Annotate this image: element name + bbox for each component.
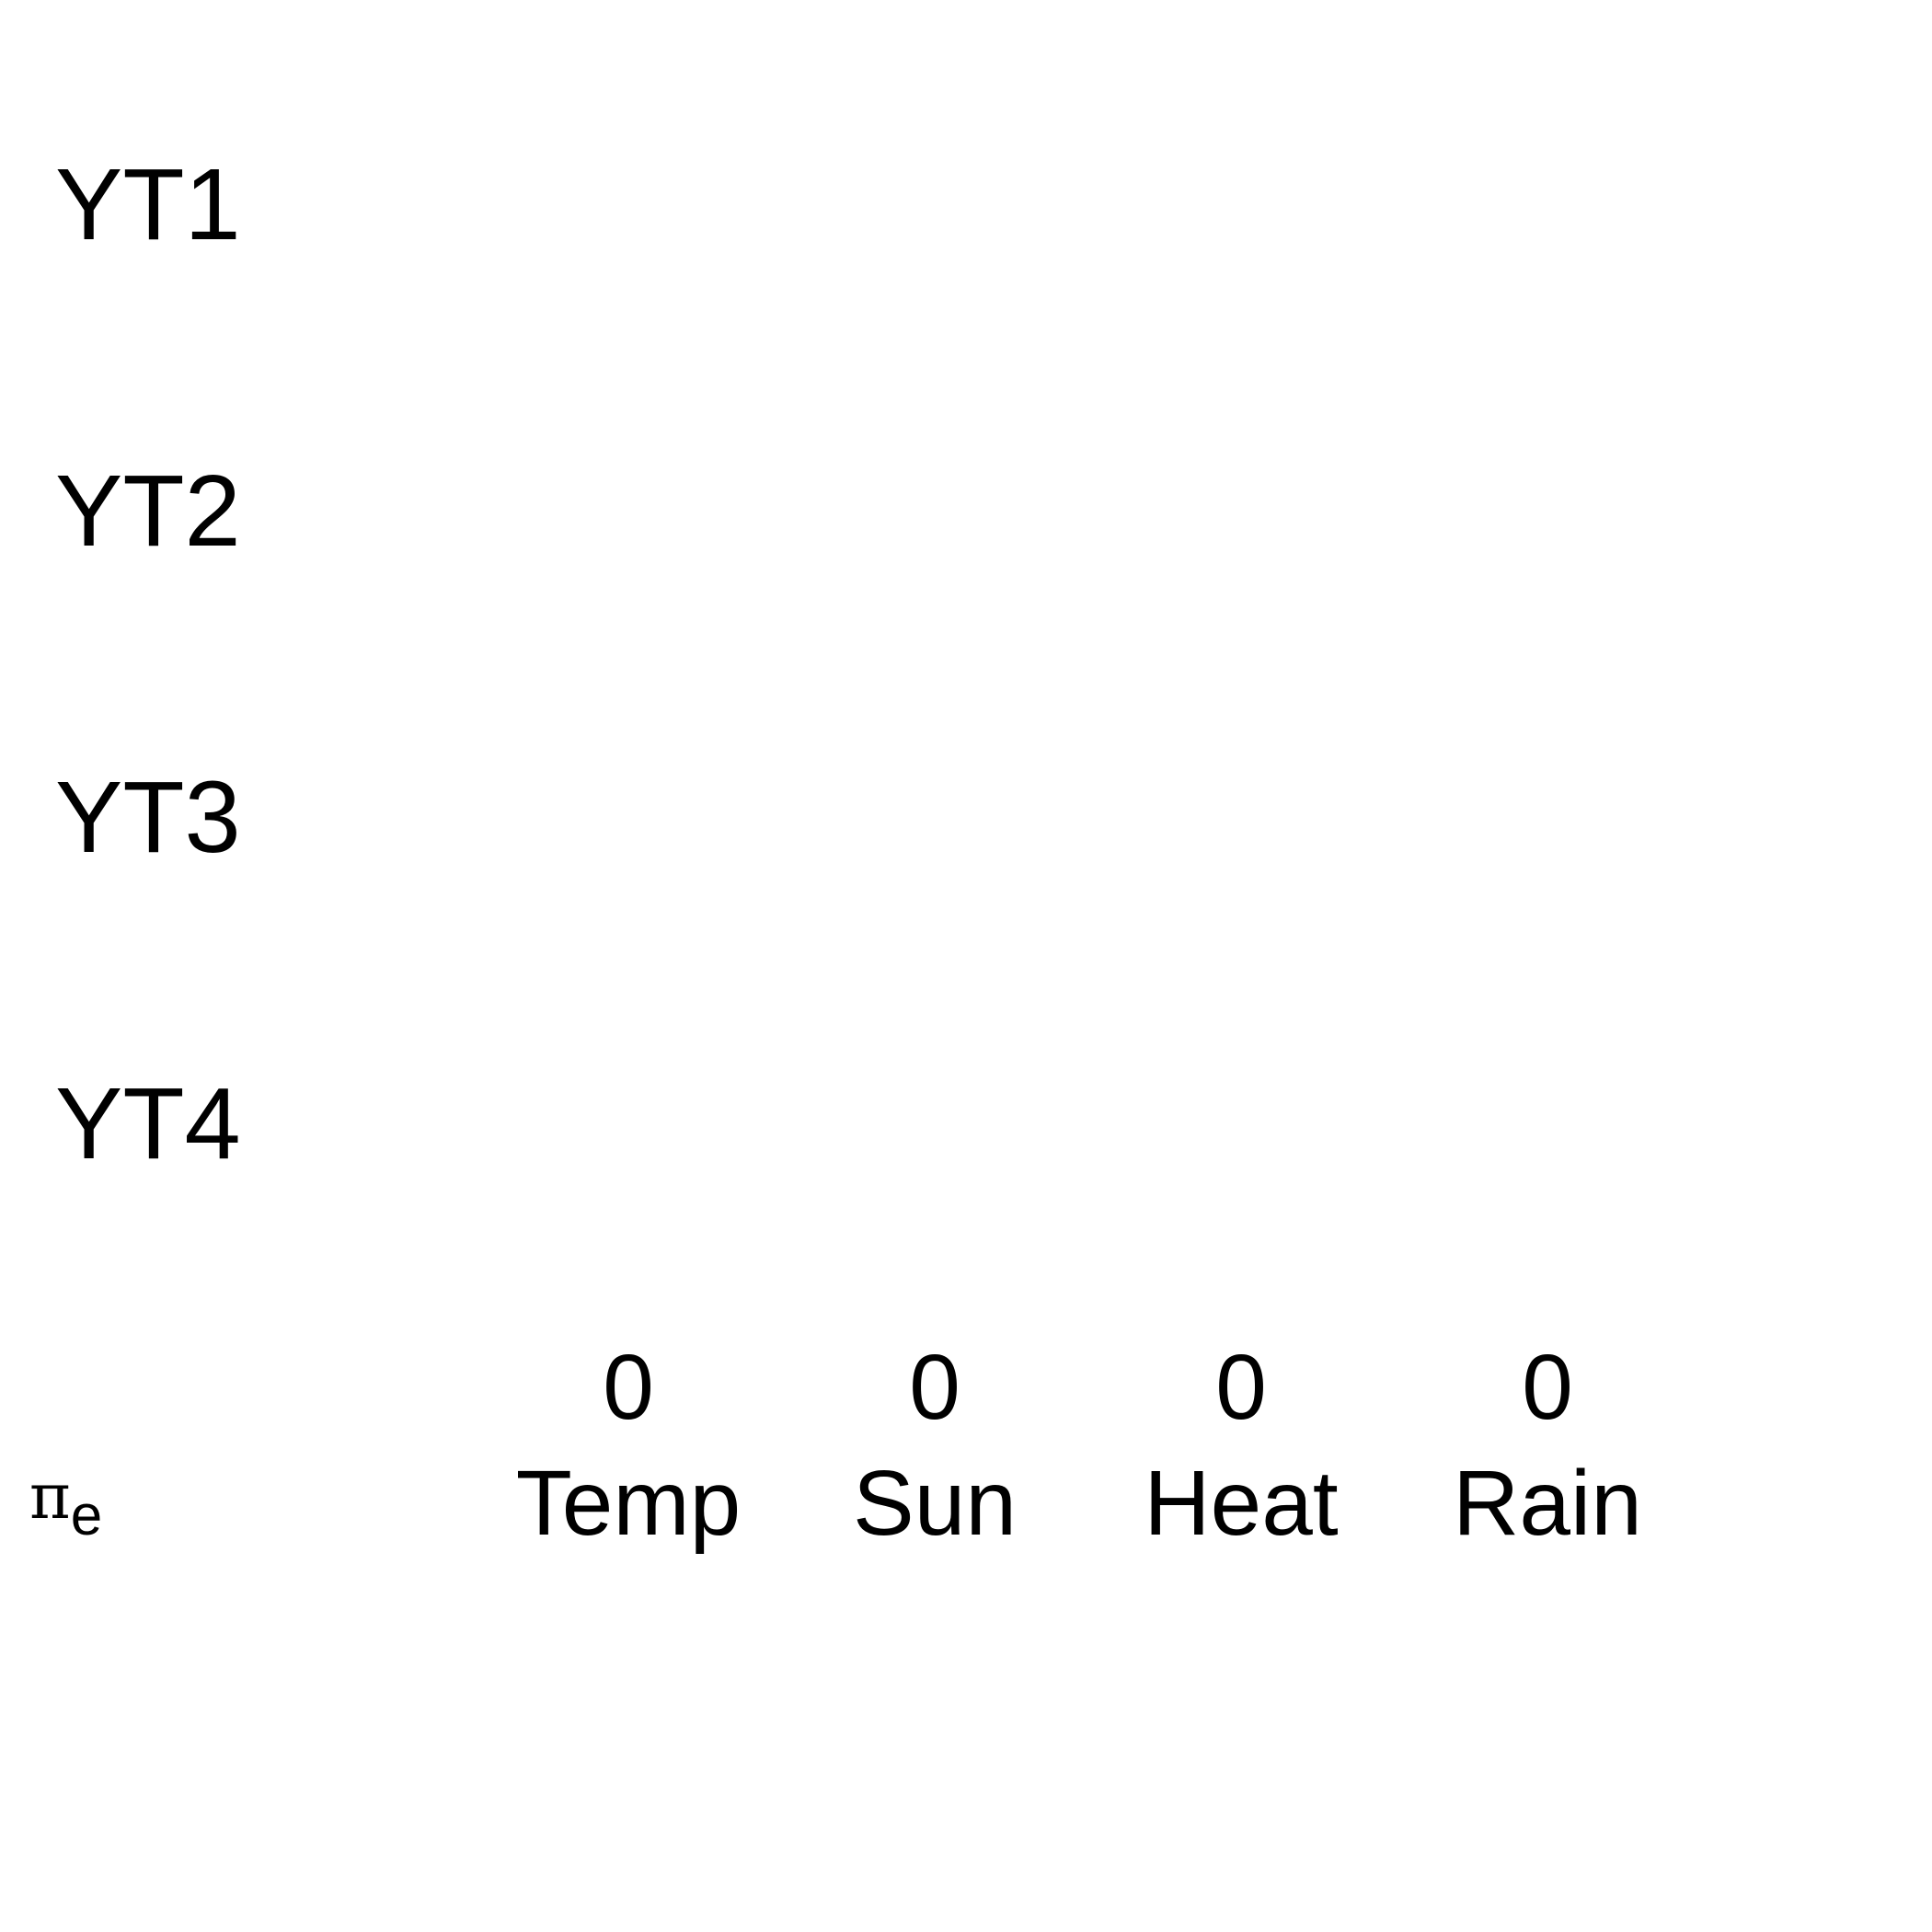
row-label-yt3: YT3 [55, 761, 241, 874]
pi-subscript: e [71, 1484, 102, 1547]
column-label-rain: Rain [1453, 1452, 1642, 1555]
row-labels: YT1 YT2 YT3 YT4 [55, 148, 241, 1180]
value-rain: 0 [1522, 1336, 1573, 1439]
column-values: 0 0 0 0 [603, 1336, 1573, 1439]
pi-row-label: πe [29, 1461, 102, 1547]
pi-symbol: π [29, 1461, 71, 1534]
column-labels: Temp Sun Heat Rain [516, 1452, 1642, 1555]
value-heat: 0 [1215, 1336, 1267, 1439]
value-sun: 0 [909, 1336, 960, 1439]
column-label-heat: Heat [1144, 1452, 1338, 1555]
row-label-yt1: YT1 [55, 148, 241, 261]
value-temp: 0 [603, 1336, 654, 1439]
column-label-temp: Temp [516, 1452, 742, 1555]
row-label-yt4: YT4 [55, 1067, 241, 1180]
row-label-yt2: YT2 [55, 454, 241, 568]
column-label-sun: Sun [853, 1452, 1017, 1555]
